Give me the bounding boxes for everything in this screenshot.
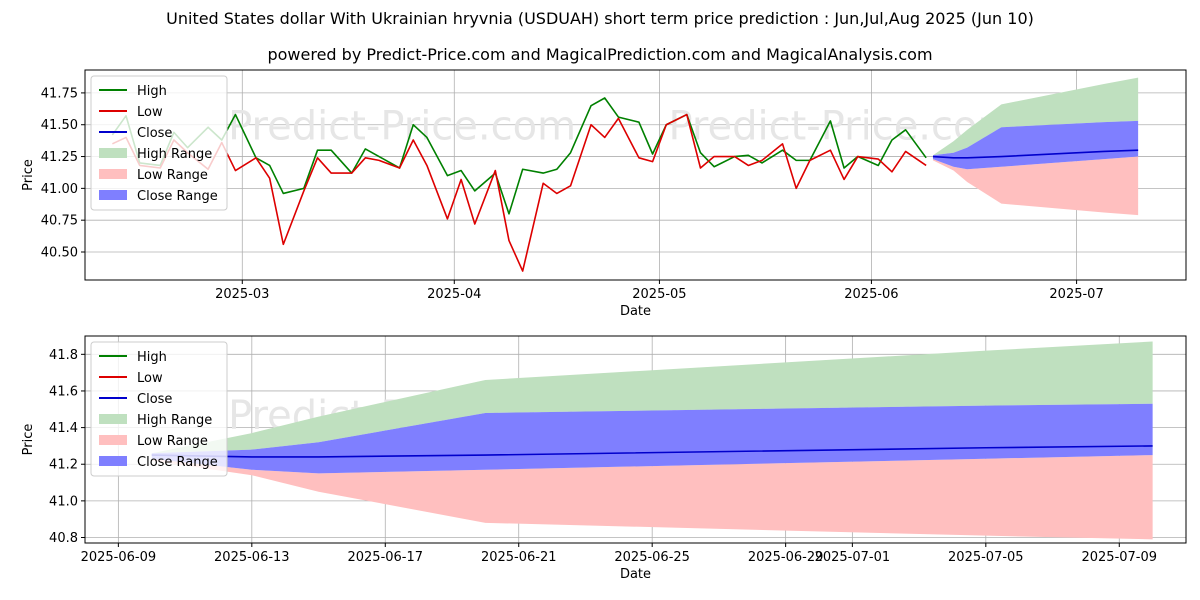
y-tick-label: 41.4 [49,421,78,436]
high-series-line [111,97,927,215]
chart-panel-2: Predict-Price.comPredict-Price.com2025-0… [21,335,1187,582]
x-axis-label: Date [620,304,651,319]
y-tick-label: 40.50 [41,246,78,261]
legend-entry: Close Range [137,455,218,470]
y-tick-label: 41.75 [41,86,78,101]
y-axis-label: Price [21,424,36,456]
y-tick-label: 41.8 [49,348,78,363]
legend-entry: Close [137,126,172,141]
x-tick-label: 2025-06-25 [614,550,690,565]
x-tick-label: 2025-06 [844,287,898,302]
y-tick-label: 41.25 [41,150,78,165]
close-series-line [151,445,1153,458]
low-range-band [151,455,1153,540]
high-range-band [151,341,1153,454]
axes-frame [84,69,1187,281]
y-tick-label: 41.6 [49,384,78,399]
x-tick-label: 2025-06-13 [214,550,290,565]
legend-swatch-patch [99,169,127,179]
y-tick-label: 41.00 [41,182,78,197]
x-tick-label: 2025-06-17 [347,550,423,565]
legend-entry: Low Range [137,168,208,183]
axes-frame [84,335,1187,544]
legend-swatch-patch [99,190,127,200]
legend-entry: High Range [137,147,212,162]
legend-swatch-patch [99,148,127,158]
y-tick-label: 40.8 [49,531,78,546]
x-tick-label: 2025-07-01 [815,550,891,565]
chart-title: United States dollar With Ukrainian hryv… [166,9,1034,28]
legend-entry: Close [137,392,172,407]
y-tick-label: 41.2 [49,458,78,473]
watermark-text: Predict-Price.com [228,103,576,149]
chart-subtitle: powered by Predict-Price.com and Magical… [267,45,933,64]
x-tick-label: 2025-06-09 [81,550,157,565]
legend-entry: Low Range [137,434,208,449]
legend: High Low Close High Range Low Range Close Ran… [90,75,228,211]
legend-entry: High [137,84,167,99]
high-range-band [932,77,1139,156]
x-tick-label: 2025-04 [427,287,481,302]
legend-entry: High [137,350,167,365]
plot-area [151,341,1153,540]
x-tick-label: 2025-07-05 [948,550,1024,565]
y-axis-label: Price [21,159,36,191]
legend: High Low Close High Range Low Range Close Ran… [90,341,228,477]
y-tick-label: 40.75 [41,214,78,229]
low-series-line [112,113,927,272]
y-tick-label: 41.0 [49,494,78,509]
close-series-line [932,149,1139,159]
x-axis-label: Date [620,567,651,582]
legend-entry: Low [137,105,163,120]
x-tick-label: 2025-03 [215,287,269,302]
x-tick-label: 2025-06-21 [481,550,557,565]
plot-area [111,77,1139,272]
chart-panel-1: Predict-Price.com Predict-Price.com2025-0… [21,69,1187,319]
x-tick-label: 2025-07 [1049,287,1103,302]
legend-swatch-patch [99,435,127,445]
low-range-band [932,156,1139,216]
x-tick-label: 2025-05 [632,287,686,302]
legend-entry: High Range [137,413,212,428]
x-tick-label: 2025-07-09 [1081,550,1157,565]
legend-entry: Close Range [137,189,218,204]
legend-swatch-patch [99,456,127,466]
x-tick-label: 2025-06-29 [748,550,824,565]
legend-entry: Low [137,371,163,386]
legend-swatch-patch [99,414,127,424]
y-tick-label: 41.50 [41,118,78,133]
